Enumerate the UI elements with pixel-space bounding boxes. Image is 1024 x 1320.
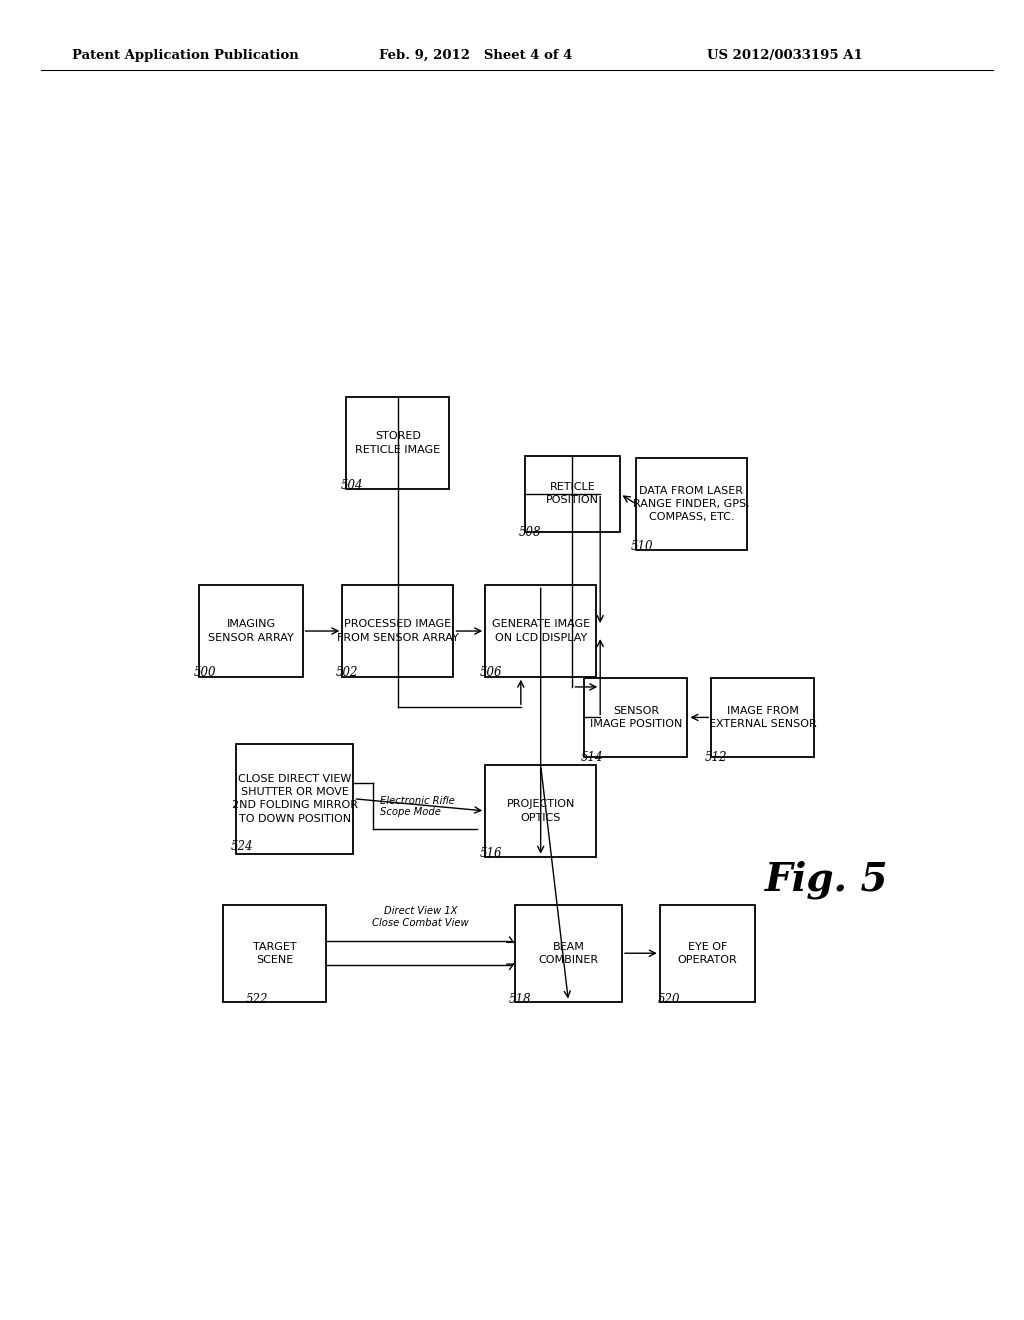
Bar — [236, 744, 353, 854]
Bar — [524, 455, 620, 532]
Text: Electronic Rifle
Scope Mode: Electronic Rifle Scope Mode — [380, 796, 455, 817]
Text: 502: 502 — [336, 667, 358, 680]
Bar — [585, 677, 687, 758]
Text: CLOSE DIRECT VIEW
SHUTTER OR MOVE
2ND FOLDING MIRROR
TO DOWN POSITION: CLOSE DIRECT VIEW SHUTTER OR MOVE 2ND FO… — [231, 774, 357, 824]
Bar — [223, 906, 327, 1002]
Text: 520: 520 — [658, 994, 681, 1006]
Text: TARGET
SCENE: TARGET SCENE — [253, 941, 297, 965]
Text: 518: 518 — [509, 994, 531, 1006]
Text: RETICLE
POSITION: RETICLE POSITION — [546, 482, 599, 506]
Text: 512: 512 — [705, 751, 727, 763]
Bar — [659, 906, 755, 1002]
Text: IMAGING
SENSOR ARRAY: IMAGING SENSOR ARRAY — [208, 619, 294, 643]
Text: Fig. 5: Fig. 5 — [765, 861, 888, 899]
Text: IMAGE FROM
EXTERNAL SENSOR: IMAGE FROM EXTERNAL SENSOR — [709, 706, 817, 729]
Text: Feb. 9, 2012   Sheet 4 of 4: Feb. 9, 2012 Sheet 4 of 4 — [379, 49, 572, 62]
Text: Direct View 1X
Close Combat View: Direct View 1X Close Combat View — [373, 907, 469, 928]
Bar — [346, 397, 450, 488]
Bar — [712, 677, 814, 758]
Text: 516: 516 — [479, 847, 502, 861]
Bar — [200, 585, 303, 677]
Text: 514: 514 — [581, 751, 603, 763]
Text: 500: 500 — [194, 667, 216, 680]
Text: 508: 508 — [518, 525, 541, 539]
Text: GENERATE IMAGE
ON LCD DISPLAY: GENERATE IMAGE ON LCD DISPLAY — [492, 619, 590, 643]
Text: 504: 504 — [341, 479, 364, 492]
Bar — [485, 585, 596, 677]
Bar — [636, 458, 748, 549]
Text: Patent Application Publication: Patent Application Publication — [72, 49, 298, 62]
Bar — [485, 766, 596, 857]
Bar — [515, 906, 622, 1002]
Text: 524: 524 — [230, 840, 253, 853]
Text: PROJECTION
OPTICS: PROJECTION OPTICS — [507, 800, 574, 822]
Text: STORED
RETICLE IMAGE: STORED RETICLE IMAGE — [355, 432, 440, 454]
Text: US 2012/0033195 A1: US 2012/0033195 A1 — [707, 49, 862, 62]
Text: 510: 510 — [631, 540, 653, 553]
Text: BEAM
COMBINER: BEAM COMBINER — [539, 941, 598, 965]
Text: 522: 522 — [246, 994, 268, 1006]
Bar — [342, 585, 454, 677]
Text: EYE OF
OPERATOR: EYE OF OPERATOR — [678, 941, 737, 965]
Text: PROCESSED IMAGE
FROM SENSOR ARRAY: PROCESSED IMAGE FROM SENSOR ARRAY — [337, 619, 459, 643]
Text: SENSOR
IMAGE POSITION: SENSOR IMAGE POSITION — [590, 706, 682, 729]
Text: DATA FROM LASER
RANGE FINDER, GPS,
COMPASS, ETC.: DATA FROM LASER RANGE FINDER, GPS, COMPA… — [633, 486, 750, 523]
Text: 506: 506 — [479, 667, 502, 680]
